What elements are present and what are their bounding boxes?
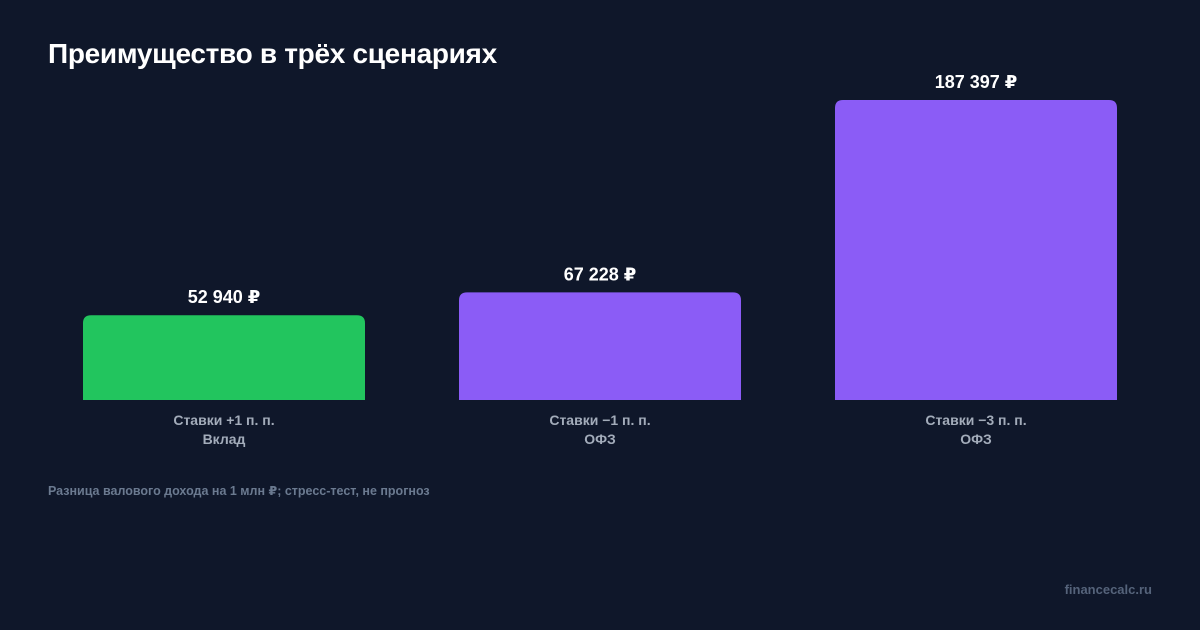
brand-watermark: financecalc.ru	[1064, 582, 1152, 597]
category-label-3: Ставки −3 п. п.	[925, 412, 1026, 428]
category-winner-3: ОФЗ	[960, 431, 992, 447]
bar-3	[835, 100, 1117, 400]
chart-footnote: Разница валового дохода на 1 млн ₽; стре…	[48, 484, 430, 498]
bar-2	[459, 292, 741, 400]
bar-value-label-3: 187 397 ₽	[935, 72, 1018, 92]
bar-1	[83, 315, 365, 400]
bar-value-label-1: 52 940 ₽	[188, 287, 261, 307]
category-label-1: Ставки +1 п. п.	[173, 412, 274, 428]
category-winner-2: ОФЗ	[584, 431, 616, 447]
bar-value-label-2: 67 228 ₽	[564, 264, 637, 284]
category-winner-1: Вклад	[203, 431, 246, 447]
category-label-2: Ставки −1 п. п.	[549, 412, 650, 428]
chart-title: Преимущество в трёх сценариях	[48, 38, 497, 69]
